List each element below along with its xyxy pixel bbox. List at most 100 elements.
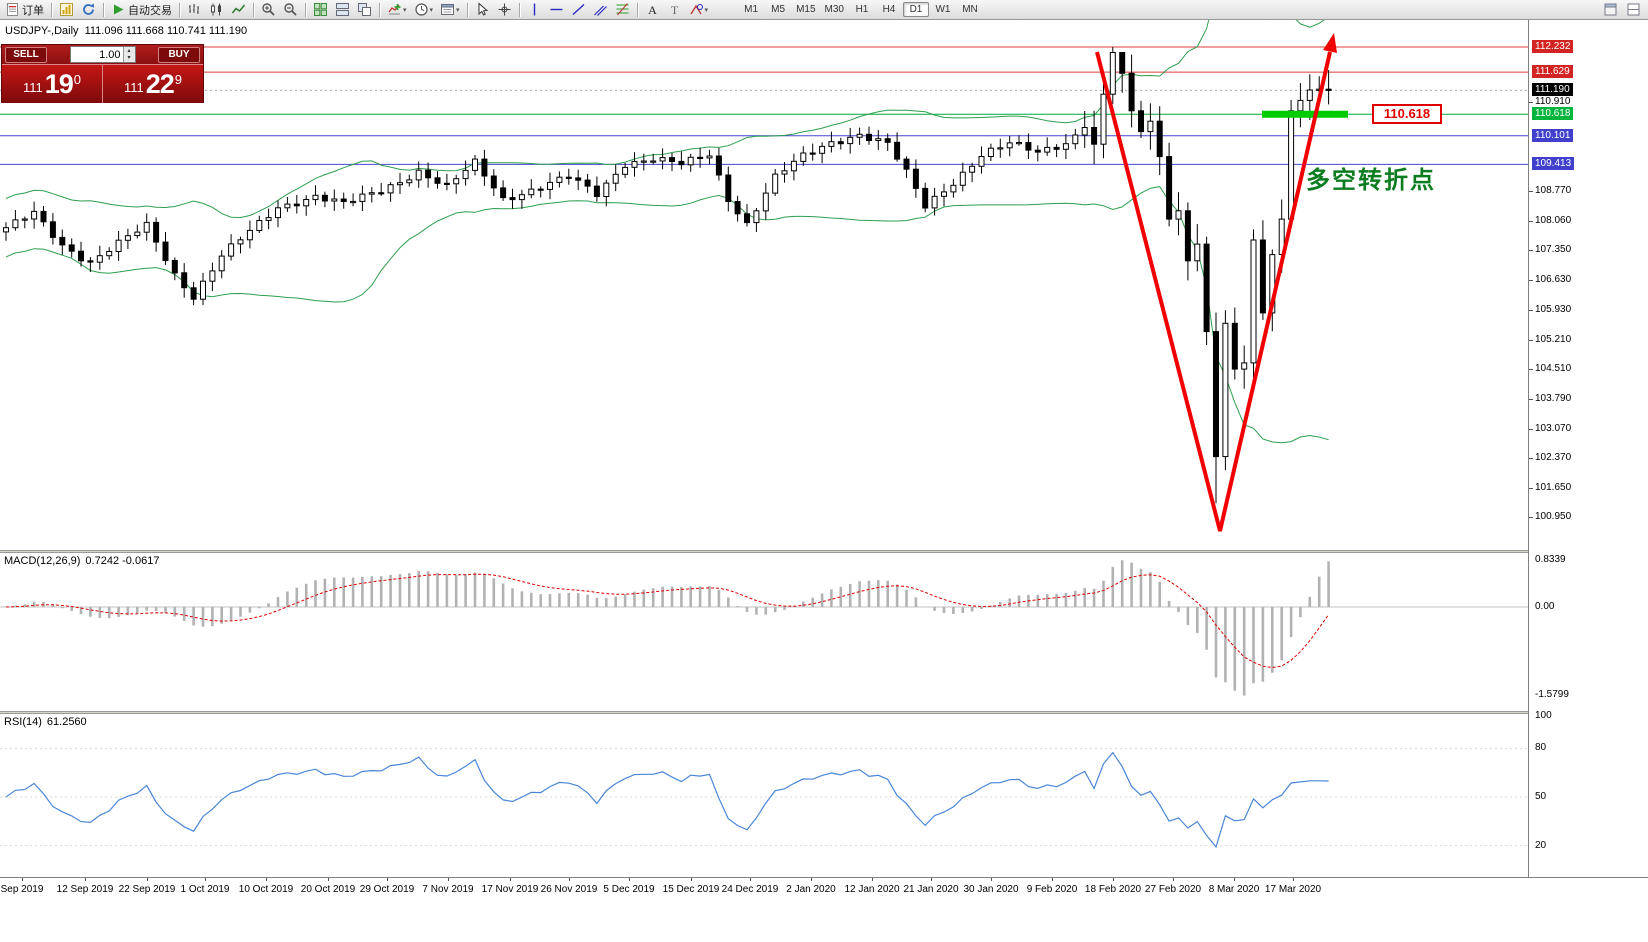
v-reversal-arrow[interactable] <box>1095 51 1332 532</box>
vline-button[interactable] <box>524 0 545 20</box>
panel-separator[interactable] <box>0 711 1648 714</box>
symbol-period-label: USDJPY-,Daily <box>5 25 79 37</box>
date-tick <box>510 878 511 881</box>
rsi-chart[interactable] <box>0 714 1528 877</box>
turning-point-text[interactable]: 多空转折点 <box>1306 167 1436 194</box>
indicators-button[interactable]: ▾ <box>384 0 410 20</box>
date-label: 21 Jan 2020 <box>903 884 959 895</box>
window-button-2[interactable] <box>1623 0 1644 20</box>
price-tick <box>1529 220 1533 222</box>
price-scale[interactable]: 112.232 111.629 111.190 110.910 110.618 110.1… <box>1528 20 1648 877</box>
candlestick-chart[interactable] <box>0 20 1528 550</box>
rsi-scale-20: 20 <box>1535 839 1547 851</box>
ask-prefix: 111 <box>123 80 144 95</box>
sell-button[interactable]: SELL <box>5 46 47 63</box>
trendline-button[interactable] <box>568 0 589 20</box>
time-axis[interactable]: Sep 2019 12 Sep 2019 22 Sep 2019 1 Oct 2019… <box>0 877 1648 942</box>
timeframe-m1[interactable]: M1 <box>744 4 759 15</box>
zoom-in-button[interactable] <box>258 0 279 20</box>
date-label: 1 Oct 2019 <box>180 884 230 895</box>
date-tick <box>629 878 630 881</box>
crosshair-button[interactable] <box>494 0 515 20</box>
date-tick <box>1052 878 1053 881</box>
timeframe-m15[interactable]: M15 <box>796 4 816 15</box>
trendline-icon <box>571 2 586 17</box>
price-tick <box>1529 517 1533 518</box>
date-tick <box>750 878 751 881</box>
svg-text:T: T <box>670 3 678 17</box>
macd-scale-0.8339: 0.8339 <box>1535 554 1566 566</box>
price-tick <box>1529 309 1533 311</box>
timeframe-mn[interactable]: MN <box>962 4 978 15</box>
hline-button[interactable] <box>546 0 567 20</box>
rsi-panel[interactable]: RSI(14) 61.2560 <box>0 714 1528 877</box>
zoom-out-button[interactable] <box>280 0 301 20</box>
panel-separator[interactable] <box>0 550 1648 553</box>
cursor-button[interactable] <box>472 0 493 20</box>
buy-button[interactable]: BUY <box>158 46 200 63</box>
zoom-out-icon <box>283 2 298 17</box>
ask-pipette: 9 <box>174 71 183 87</box>
timeframe-h4[interactable]: H4 <box>882 4 896 15</box>
timeframe-d1[interactable]: D1 <box>902 2 929 17</box>
date-label: 12 Jan 2020 <box>844 884 900 895</box>
text-button[interactable]: A <box>642 0 663 20</box>
date-label: 2 Jan 2020 <box>786 884 836 895</box>
price-tick <box>1529 102 1533 104</box>
volume-input[interactable] <box>70 48 123 61</box>
arrange-icon <box>335 2 350 17</box>
arrange-windows-button[interactable] <box>332 0 353 20</box>
date-tick <box>931 878 932 881</box>
indicators-icon <box>387 2 402 17</box>
shapes-button[interactable]: ▾ <box>686 0 712 20</box>
bar-chart-button[interactable] <box>184 0 205 20</box>
window-button-1[interactable] <box>1600 0 1621 20</box>
timeframe-m30[interactable]: M30 <box>824 4 844 15</box>
spinner-up-icon[interactable]: ▴ <box>127 47 131 54</box>
templates-icon <box>440 2 455 17</box>
price-tick <box>1529 339 1533 341</box>
candle-chart-button[interactable] <box>206 0 227 20</box>
main-chart-canvas[interactable]: USDJPY-,Daily 111.096 111.668 110.741 111… <box>0 20 1528 550</box>
refresh-button[interactable] <box>78 0 99 20</box>
date-label: 20 Oct 2019 <box>300 884 356 895</box>
price-label-111.629: 111.629 <box>1532 65 1573 79</box>
date-label: 27 Feb 2020 <box>1144 884 1202 895</box>
timeframe-m5[interactable]: M5 <box>771 4 786 15</box>
price-level-callout[interactable]: 110.618 <box>1372 104 1442 125</box>
date-label: Sep 2019 <box>0 884 44 895</box>
text-label-button[interactable]: T <box>664 0 685 20</box>
date-label: 30 Jan 2020 <box>963 884 1019 895</box>
line-chart-button[interactable] <box>228 0 249 20</box>
price-tick <box>1529 280 1533 282</box>
date-label: 9 Feb 2020 <box>1026 884 1078 895</box>
templates-button[interactable]: ▾ <box>437 0 463 20</box>
ask-price[interactable]: 111 22 9 <box>103 65 203 103</box>
bid-price[interactable]: 111 19 0 <box>2 65 103 103</box>
charts-button[interactable] <box>56 0 77 20</box>
tile-windows-button[interactable] <box>310 0 331 20</box>
date-label: 18 Feb 2020 <box>1084 884 1142 895</box>
charts-icon <box>59 2 74 17</box>
rsi-value: 61.2560 <box>46 716 87 728</box>
new-order-button[interactable]: 订单 <box>2 0 47 20</box>
macd-chart[interactable] <box>0 553 1528 711</box>
toolbar-separator <box>379 2 380 17</box>
bar-chart-icon <box>187 2 202 17</box>
fibonacci-button[interactable] <box>612 0 633 20</box>
toolbar-separator <box>518 2 520 17</box>
price-tick <box>1529 487 1533 489</box>
periods-button[interactable]: ▾ <box>411 0 437 20</box>
timeframe-w1[interactable]: W1 <box>935 4 951 15</box>
autotrading-button[interactable]: 自动交易 <box>108 0 175 20</box>
macd-panel[interactable]: MACD(12,26,9) 0.7242 -0.0617 <box>0 553 1528 711</box>
new-order-button-label: 订单 <box>22 4 44 17</box>
cascade-windows-button[interactable] <box>354 0 375 20</box>
channel-button[interactable] <box>590 0 611 20</box>
toolbar-separator <box>305 2 306 17</box>
timeframe-h1[interactable]: H1 <box>855 4 869 15</box>
volume-spinner[interactable]: ▴ ▾ <box>122 47 135 62</box>
spinner-down-icon[interactable]: ▾ <box>127 54 131 61</box>
date-tick <box>569 878 570 881</box>
bollinger-lower-band[interactable] <box>5 186 1329 444</box>
